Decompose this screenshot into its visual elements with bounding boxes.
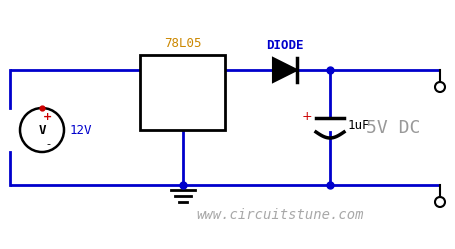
Text: IN: IN (148, 66, 163, 79)
Text: -: - (46, 139, 50, 149)
Text: 5V DC: 5V DC (366, 119, 420, 136)
Text: www.circuitstune.com: www.circuitstune.com (196, 208, 364, 222)
Text: OUT: OUT (194, 66, 217, 79)
Text: +: + (43, 112, 53, 122)
Polygon shape (273, 58, 297, 82)
Text: 78L05: 78L05 (164, 37, 201, 50)
Bar (140, 55, 225, 130)
Text: V: V (38, 124, 46, 136)
Text: DIODE: DIODE (266, 39, 304, 52)
Text: 12V: 12V (70, 124, 92, 136)
Text: +: + (301, 110, 312, 123)
Text: COM: COM (171, 99, 194, 112)
Text: 1uF: 1uF (348, 119, 370, 131)
